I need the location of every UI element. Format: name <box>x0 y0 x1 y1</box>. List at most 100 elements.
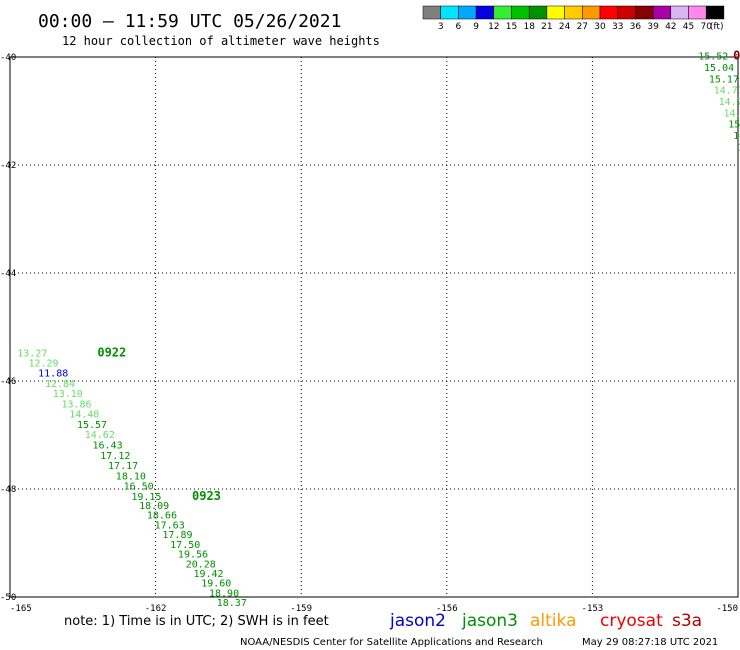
wave-height-tracks: 13.2712.2911.8812.8413.1013.8614.4815.57… <box>17 52 740 609</box>
wave-height-value: 13.86 <box>61 399 91 410</box>
wave-height-value: 15.36 <box>728 120 740 131</box>
scale-label: 9 <box>473 22 479 32</box>
wave-height-value: 15.52 <box>698 52 728 63</box>
scale-label: 36 <box>630 22 642 32</box>
scale-label: 42 <box>665 22 676 32</box>
wave-height-value: 15.57 <box>77 420 107 431</box>
credit-line: NOAA/NESDIS Center for Satellite Applica… <box>240 637 543 648</box>
satellite-altika: altika <box>530 611 577 631</box>
wave-height-value: 15.04 <box>704 63 734 74</box>
plot-area: -165 -162 -159 -156 -153 -150 -40 -42 -44 -46 -48 -… <box>0 49 740 614</box>
map-subtitle: 12 hour collection of altimeter wave hei… <box>62 34 380 48</box>
scale-swatch <box>528 5 548 20</box>
scale-label: 21 <box>541 22 552 32</box>
satellite-jason2: jason2 <box>389 611 446 631</box>
wave-height-value: 14.75 <box>719 97 740 108</box>
wave-height-value: 13.10 <box>53 389 83 400</box>
wave-height-value: 17.63 <box>155 520 185 531</box>
lat-tick-label: -42 <box>0 161 16 171</box>
wave-height-value: 16.35 <box>733 131 740 142</box>
graticule <box>10 57 738 597</box>
scale-swatch <box>564 5 583 20</box>
tick-labels: -165 -162 -159 -156 -153 -150 -40 -42 -44 -46 -48 -… <box>0 53 738 614</box>
satellite-jason3: jason3 <box>461 611 518 631</box>
lon-tick-label: -159 <box>290 604 312 614</box>
wave-height-value: 12.29 <box>28 358 58 369</box>
wave-height-value: 14.77 <box>714 86 740 97</box>
scale-label: 24 <box>559 22 571 32</box>
pass-labels: 0922 0923 08 <box>97 49 740 503</box>
scale-swatch <box>635 5 654 20</box>
scale-label: 33 <box>612 22 623 32</box>
scale-label: 70 <box>700 22 712 32</box>
plot-frame <box>9 56 739 598</box>
wave-height-value: 17.50 <box>170 540 200 551</box>
scale-swatch <box>493 5 512 20</box>
lat-tick-label: -50 <box>0 593 16 603</box>
scale-label: 3 <box>438 22 444 32</box>
scale-label: 27 <box>577 22 588 32</box>
scale-swatch <box>422 5 441 20</box>
wave-height-value: 14.62 <box>85 430 115 441</box>
satellite-cryosat: cryosat <box>600 611 663 631</box>
scale-swatch <box>440 5 459 20</box>
lon-tick-label: -162 <box>145 604 167 614</box>
scale-label: 45 <box>683 22 694 32</box>
scale-swatch <box>599 5 618 20</box>
wave-height-value: 17.12 <box>100 451 130 462</box>
scale-label: 15 <box>506 22 517 32</box>
wave-height-value: 11.88 <box>38 369 68 380</box>
pass-label: 0922 <box>97 346 126 360</box>
wave-height-value: 16.40 <box>738 142 740 153</box>
scale-swatch <box>511 5 530 20</box>
wave-height-value: 18.37 <box>217 598 247 609</box>
lon-tick-label: -165 <box>10 604 32 614</box>
scale-swatch <box>475 5 495 20</box>
wave-height-value: 13.27 <box>17 349 47 360</box>
lat-tick-label: -40 <box>0 53 16 63</box>
scale-label: 30 <box>594 22 606 32</box>
map-title: 00:00 – 11:59 UTC 05/26/2021 <box>38 11 341 32</box>
satellite-legend: jason2 jason3 altika cryosat s3a <box>389 611 702 631</box>
lat-tick-label: -44 <box>0 269 16 279</box>
wave-height-value: 20.28 <box>186 559 216 570</box>
scale-swatch <box>688 5 707 20</box>
color-scale: 3 6 9 12 15 18 21 24 27 30 33 36 39 42 45 70(ft) <box>422 5 725 32</box>
lon-tick-label: -150 <box>716 604 738 614</box>
scale-swatch <box>617 5 636 20</box>
wave-height-value: 18.90 <box>209 588 239 599</box>
scale-swatch <box>670 5 689 20</box>
wave-height-value: 14.48 <box>69 410 99 421</box>
wave-height-value: 19.42 <box>193 569 223 580</box>
lat-tick-label: -46 <box>0 377 16 387</box>
footnote: note: 1) Time is in UTC; 2) SWH is in fe… <box>64 614 329 629</box>
pass-label: 0923 <box>192 489 221 503</box>
wave-height-value: 16.43 <box>93 441 123 452</box>
wave-height-value: 18.10 <box>116 471 146 482</box>
scale-label: 6 <box>456 22 462 32</box>
wave-height-value: 14.16 <box>723 108 740 119</box>
lon-tick-label: -156 <box>436 604 458 614</box>
wave-height-value: 19.56 <box>178 550 208 561</box>
wave-height-value: 18.09 <box>139 501 169 512</box>
scale-swatch <box>546 5 565 20</box>
wave-height-value: 17.89 <box>162 530 192 541</box>
scale-swatch <box>458 5 477 20</box>
scale-swatch <box>652 5 672 20</box>
lat-tick-label: -48 <box>0 485 16 495</box>
wave-height-value: 15.17 <box>709 74 739 85</box>
satellite-s3a: s3a <box>672 611 702 631</box>
wave-height-value: 19.15 <box>131 492 161 503</box>
wave-height-value: 19.60 <box>201 579 231 590</box>
scale-swatch <box>705 5 725 20</box>
wave-height-value: 17.17 <box>108 461 138 472</box>
scale-swatch <box>582 5 601 20</box>
scale-label: 39 <box>647 22 659 32</box>
scale-label: 12 <box>488 22 499 32</box>
timestamp: May 29 08:27:18 UTC 2021 <box>582 637 718 648</box>
wave-height-value: 12.84 <box>45 379 75 390</box>
wave-height-value: 18.66 <box>147 511 177 522</box>
wave-height-value: 16.50 <box>124 482 154 493</box>
pass-label: 08 <box>733 49 740 63</box>
